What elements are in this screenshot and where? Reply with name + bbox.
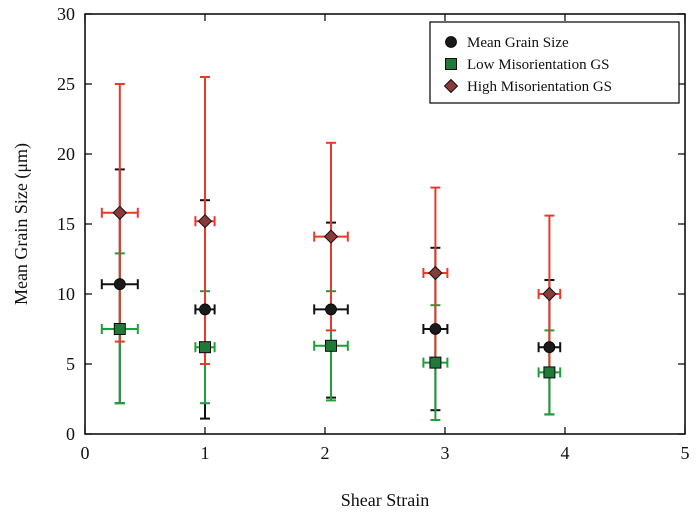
- mean-grain-size-point-4: [543, 341, 556, 354]
- legend-label-high-misorientation-gs: High Misorientation GS: [467, 79, 612, 95]
- data-markers: [112, 205, 557, 379]
- y-tick-label-15: 15: [57, 214, 75, 234]
- x-tick-label-5: 5: [681, 443, 690, 463]
- y-tick-label-0: 0: [66, 424, 75, 444]
- y-tick-label-30: 30: [57, 4, 75, 24]
- y-tick-label-10: 10: [57, 284, 75, 304]
- legend-marker-mean-grain-size: [445, 36, 457, 48]
- mean-grain-size-point-3: [429, 323, 442, 335]
- legend-marker-high-misorientation-gs: [443, 78, 459, 94]
- mean-grain-size-point-0: [113, 278, 126, 291]
- legend-box: [429, 21, 680, 104]
- low-misorientation-gs-point-0: [113, 323, 126, 335]
- mean-grain-size-point-2: [325, 303, 337, 316]
- y-tick-label-5: 5: [66, 354, 75, 374]
- x-tick-label-4: 4: [561, 443, 570, 463]
- legend-items: Mean Grain Size Low Misorientation GS High…: [443, 35, 612, 95]
- legend: Mean Grain Size Low Misorientation GS High…: [429, 21, 680, 104]
- low-misorientation-gs-point-4: [543, 366, 556, 379]
- axis-ticks: [84, 13, 686, 435]
- legend-label-low-misorientation-gs: Low Misorientation GS: [467, 57, 610, 73]
- legend-marker-low-misorientation-gs: [445, 58, 457, 70]
- high-misorientation-gs-point-4: [542, 286, 557, 302]
- high-misorientation-gs-point-1: [197, 213, 213, 229]
- x-axis-title: Shear Strain: [341, 490, 429, 510]
- x-tick-label-2: 2: [321, 443, 330, 463]
- x-tick-label-0: 0: [81, 443, 90, 463]
- y-axis-title: Mean Grain Size (μm): [11, 143, 32, 305]
- low-misorientation-gs-point-3: [429, 356, 442, 369]
- y-tick-label-25: 25: [57, 74, 75, 94]
- high-misorientation-gs-point-3: [428, 265, 443, 281]
- x-tick-label-3: 3: [441, 443, 450, 463]
- mean-grain-size-point-1: [199, 303, 211, 316]
- high-misorientation-gs-point-0: [112, 205, 128, 221]
- tick-labels: 0 1 2 3 4 5 0 5 10 15 20 25 30: [57, 4, 690, 463]
- legend-label-mean-grain-size: Mean Grain Size: [467, 35, 569, 51]
- high-misorientation-gs-point-2: [323, 229, 339, 244]
- y-tick-label-20: 20: [57, 144, 75, 164]
- low-misorientation-gs-point-1: [199, 341, 211, 354]
- low-misorientation-gs-point-2: [325, 339, 337, 352]
- x-tick-label-1: 1: [201, 443, 210, 463]
